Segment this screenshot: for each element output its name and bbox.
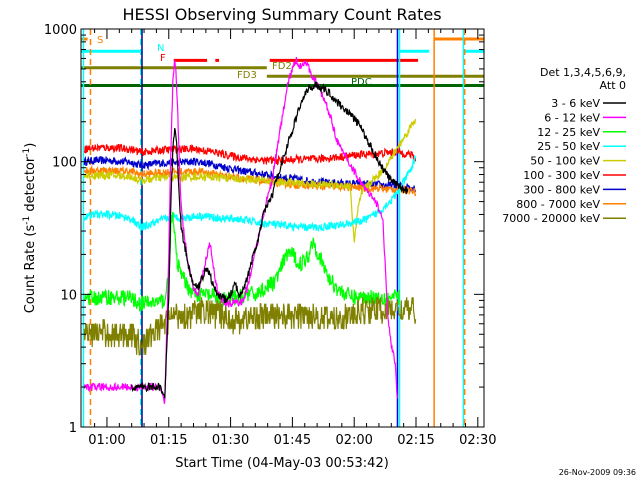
- series-line-7000-20000kev: [83, 297, 417, 356]
- y-axis: 1 10 100 1000: [44, 23, 484, 436]
- x-tick-label: 02:30: [459, 433, 496, 448]
- y-label-main: Count Rate (s: [23, 225, 38, 314]
- series-line-100-300kev: [83, 142, 417, 166]
- flag-label-n: N: [157, 43, 164, 54]
- x-axis: 01:00 01:15 01:30 01:45 02:00 02:15 02:30: [88, 29, 497, 448]
- series-line-3-6kev: [131, 81, 409, 399]
- legend-label: 100 - 300 keV: [523, 169, 600, 182]
- y-label-end: ): [23, 143, 38, 148]
- x-tick-label: 01:00: [88, 433, 125, 448]
- plot-timestamp: 26-Nov-2009 09:36: [559, 468, 636, 477]
- flag-label-fd2: FD2: [272, 61, 292, 72]
- x-tick-label: 02:15: [397, 433, 434, 448]
- flag-label-s: S: [97, 35, 103, 46]
- x-axis-label: Start Time (04-May-03 00:53:42): [175, 456, 389, 471]
- series-line-12-25kev: [83, 211, 400, 312]
- plot-frame: [80, 28, 485, 428]
- series-layer: [83, 57, 417, 404]
- legend-label: 7000 - 20000 keV: [502, 212, 600, 225]
- legend-label: 3 - 6 keV: [551, 97, 600, 110]
- x-tick-label: 01:15: [150, 433, 187, 448]
- legend-label: 50 - 100 keV: [530, 155, 600, 168]
- legend-label: 300 - 800 keV: [523, 183, 600, 196]
- y-label-mid: detector: [23, 156, 38, 216]
- legend-label: 800 - 7000 keV: [516, 198, 600, 211]
- chart-title: HESSI Observing Summary Count Rates: [122, 5, 441, 24]
- flag-label-fd3: FD3: [237, 70, 257, 81]
- y-tick-label: 10: [60, 288, 77, 303]
- y-label-sup1: -1: [22, 216, 32, 225]
- y-tick-label: 1: [69, 421, 77, 436]
- y-label-sup2: -1: [22, 148, 32, 157]
- x-tick-label: 02:00: [335, 433, 372, 448]
- legend-label: 6 - 12 keV: [544, 111, 600, 124]
- flag-label-pdc: PDC: [351, 77, 372, 88]
- legend-header-line2: Att 0: [600, 79, 626, 92]
- y-axis-label: Count Rate (s-1 detector-1): [22, 143, 38, 314]
- legend-header-line1: Det 1,3,4,5,6,9,: [540, 66, 626, 79]
- series-line-50-100kev: [83, 118, 417, 243]
- series-line-25-50kev: [83, 155, 417, 233]
- x-tick-label: 01:30: [212, 433, 249, 448]
- legend-label: 12 - 25 keV: [537, 126, 600, 139]
- y-tick-label: 1000: [44, 23, 77, 38]
- x-tick-label: 01:45: [274, 433, 311, 448]
- flag-label-f: F: [160, 53, 166, 64]
- y-tick-label: 100: [52, 156, 77, 171]
- legend-label: 25 - 50 keV: [537, 140, 600, 153]
